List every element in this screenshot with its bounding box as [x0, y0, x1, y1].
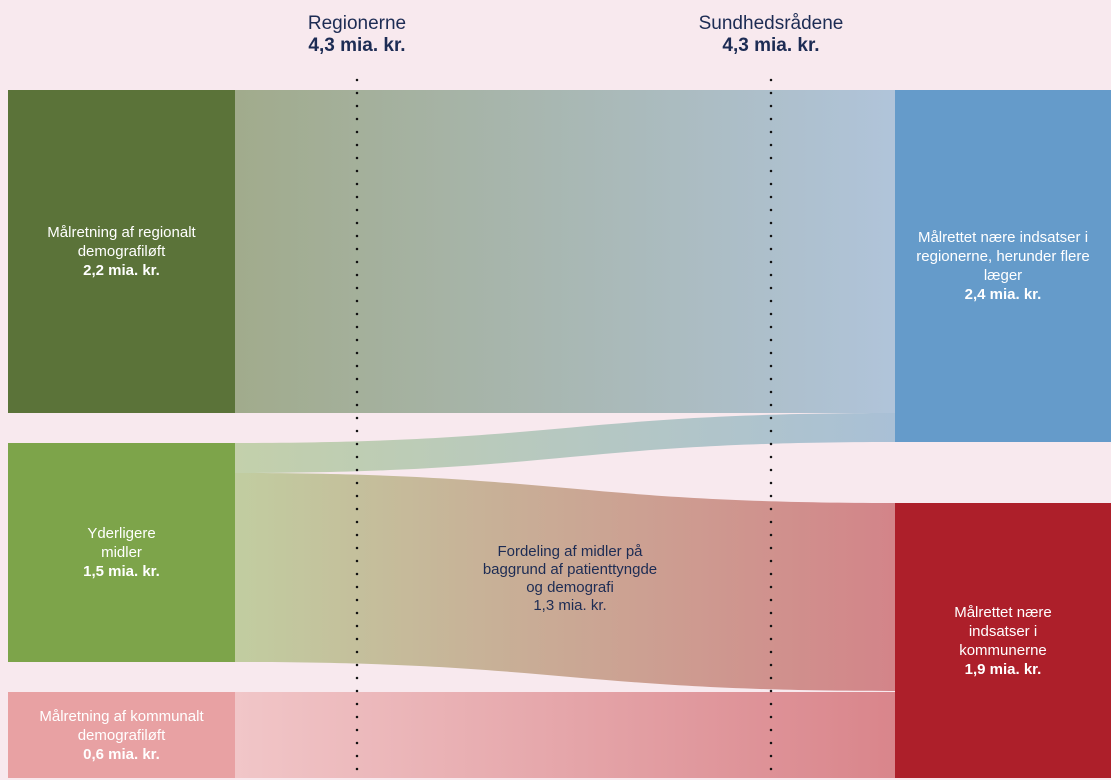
flow-label-value: 1,3 mia. kr.	[533, 597, 607, 614]
node-label: Målretning af regionalt demografiløft	[47, 224, 196, 260]
flow-yderligere-to-regioner	[235, 413, 895, 473]
column-value: 4,3 mia. kr.	[308, 35, 406, 56]
node-label: Målrettet nære indsatser i kommunerne	[954, 603, 1052, 659]
source-node-kommunal-demografi: Målretning af kommunalt demografiløft 0,…	[8, 692, 235, 778]
column-name: Sundhedsrådene	[698, 13, 844, 34]
flow-kommunal-to-kommuner	[235, 692, 895, 778]
node-value: 0,6 mia. kr.	[83, 745, 160, 763]
flow-label-text: Fordeling af midler på baggrund af patie…	[482, 543, 658, 596]
flow-regional-to-regioner	[235, 90, 895, 413]
target-node-naere-kommuner: Målrettet nære indsatser i kommunerne 1,…	[895, 503, 1111, 778]
node-label: Målrettet nære indsatser i regionerne, h…	[916, 229, 1090, 284]
source-node-yderligere-midler: Yderligere midler 1,5 mia. kr.	[8, 443, 235, 662]
flow-yderligere-to-kommuner	[235, 473, 895, 691]
column-header-regionerne: Regionerne 4,3 mia. kr.	[257, 13, 457, 57]
node-label: Målretning af kommunalt demografiløft	[39, 707, 204, 744]
target-node-naere-regioner: Målrettet nære indsatser i regionerne, h…	[895, 90, 1111, 442]
source-node-regional-demografi: Målretning af regionalt demografiløft 2,…	[8, 90, 235, 413]
node-value: 1,9 mia. kr.	[964, 660, 1042, 678]
flow-label: Fordeling af midler på baggrund af patie…	[430, 543, 710, 615]
column-value: 4,3 mia. kr.	[722, 35, 820, 56]
column-name: Regionerne	[307, 13, 407, 34]
node-value: 1,5 mia. kr.	[83, 563, 160, 580]
node-value: 2,2 mia. kr.	[83, 262, 160, 279]
node-label: Yderligere midler	[87, 525, 156, 561]
node-value: 2,4 mia. kr.	[964, 286, 1042, 303]
column-header-sundhedsraadene: Sundhedsrådene 4,3 mia. kr.	[671, 13, 871, 57]
